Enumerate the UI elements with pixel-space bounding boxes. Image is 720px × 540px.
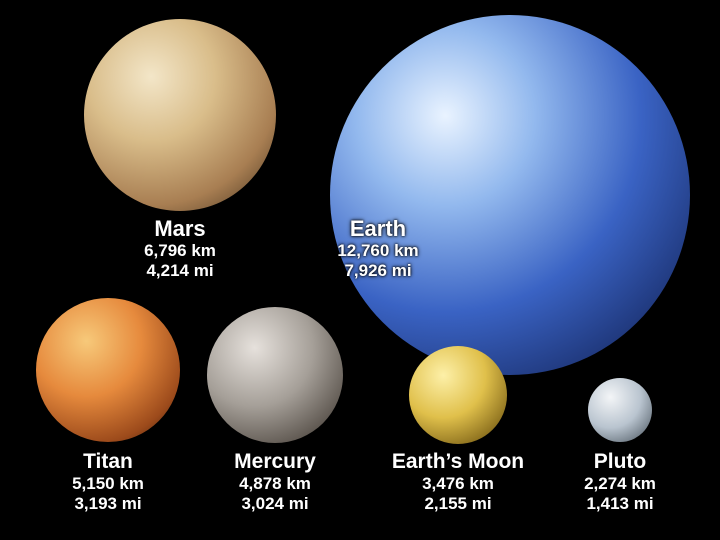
moon-label: Earth’s Moon3,476 km2,155 mi <box>358 450 558 513</box>
titan-sphere <box>36 298 180 442</box>
mars-km: 6,796 km <box>100 241 260 261</box>
moon-sphere <box>409 346 507 444</box>
earth-label: Earth12,760 km7,926 mi <box>293 216 463 280</box>
mercury-km: 4,878 km <box>190 474 360 494</box>
titan-name: Titan <box>28 450 188 474</box>
earth-name: Earth <box>293 216 463 241</box>
mercury-name: Mercury <box>190 450 360 474</box>
pluto-name: Pluto <box>545 450 695 474</box>
moon-mi: 2,155 mi <box>358 494 558 514</box>
pluto-label: Pluto2,274 km1,413 mi <box>545 450 695 513</box>
mars-sphere <box>84 19 276 211</box>
mars-mi: 4,214 mi <box>100 261 260 281</box>
pluto-mi: 1,413 mi <box>545 494 695 514</box>
mercury-sphere <box>207 307 343 443</box>
mars-name: Mars <box>100 216 260 241</box>
mercury-label: Mercury4,878 km3,024 mi <box>190 450 360 513</box>
earth-sphere <box>330 15 690 375</box>
moon-km: 3,476 km <box>358 474 558 494</box>
earth-mi: 7,926 mi <box>293 261 463 281</box>
pluto-sphere <box>588 378 652 442</box>
moon-name: Earth’s Moon <box>358 450 558 474</box>
mars-label: Mars6,796 km4,214 mi <box>100 216 260 280</box>
titan-km: 5,150 km <box>28 474 188 494</box>
size-comparison-diagram: Mars6,796 km4,214 mi Earth12,760 km7,926 … <box>0 0 720 540</box>
earth-km: 12,760 km <box>293 241 463 261</box>
titan-label: Titan5,150 km3,193 mi <box>28 450 188 513</box>
titan-mi: 3,193 mi <box>28 494 188 514</box>
mercury-mi: 3,024 mi <box>190 494 360 514</box>
pluto-km: 2,274 km <box>545 474 695 494</box>
